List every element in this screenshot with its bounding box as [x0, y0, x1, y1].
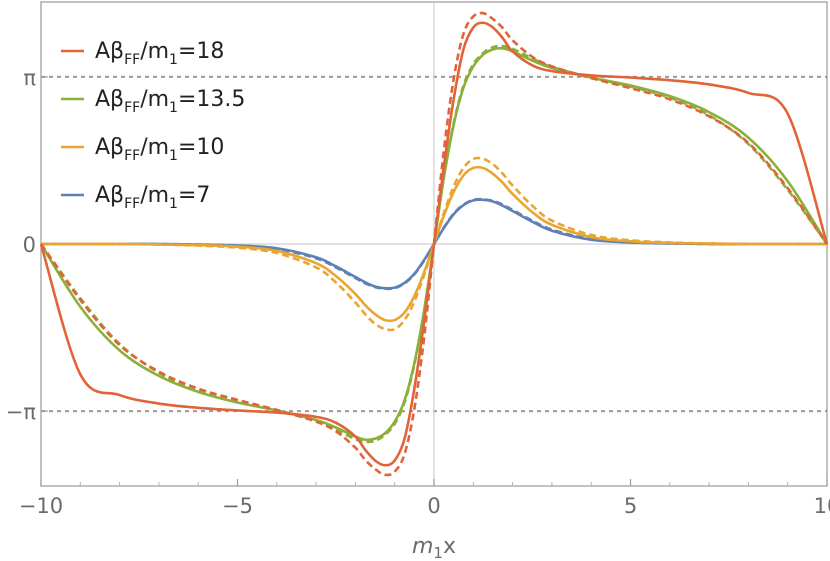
x-axis-title-tail: x: [443, 534, 456, 559]
legend-label-1-name_main: Aβ: [95, 87, 124, 112]
legend-label-3-name_mid: /m: [140, 183, 169, 208]
legend-label-1: AβFF/m1=13.5: [95, 87, 245, 116]
legend-label-0-name_sub: FF: [124, 52, 140, 68]
legend-label-2-name_sub2: 1: [169, 148, 178, 164]
series-0-solid-line: [39, 21, 829, 467]
legend-label-0-name_tail: =18: [178, 39, 224, 64]
x-tick-label-4: 10: [814, 494, 830, 518]
legend-label-2-name_mid: /m: [140, 135, 169, 160]
legend-label-2-name_main: Aβ: [95, 135, 124, 160]
legend-label-3-name_sub2: 1: [169, 196, 178, 212]
legend-label-3-name_tail: =7: [178, 183, 210, 208]
legend-label-0-name_main: Aβ: [95, 39, 124, 64]
x-axis-title: m1x: [412, 534, 456, 561]
legend-label-0-name_sub2: 1: [169, 52, 178, 68]
legend-label-2-name_tail: =10: [178, 135, 224, 160]
legend-label-3-name_main: Aβ: [95, 183, 124, 208]
x-axis-title-sub: 1: [433, 544, 443, 561]
y-tick-label-0: π: [23, 66, 36, 90]
x-tick-label-1: −5: [222, 494, 253, 518]
legend-label-3-name_sub: FF: [124, 196, 140, 212]
legend-label-1-name_mid: /m: [140, 87, 169, 112]
legend-label-1-name_tail: =13.5: [178, 87, 245, 112]
legend-label-3: AβFF/m1=7: [95, 183, 210, 212]
legend-label-1-name_sub: FF: [124, 100, 140, 116]
y-tick-label-2: −π: [6, 400, 37, 424]
legend-label-2: AβFF/m1=10: [95, 135, 224, 164]
legend-label-0: AβFF/m1=18: [95, 39, 224, 68]
y-tick-label-1: 0: [23, 233, 36, 257]
legend-label-0-name_mid: /m: [140, 39, 169, 64]
x-tick-label-0: −10: [19, 494, 63, 518]
legend-label-1-name_sub2: 1: [169, 100, 178, 116]
x-axis-title-main: m: [412, 534, 433, 559]
x-tick-label-3: 5: [624, 494, 637, 518]
x-tick-label-2: 0: [427, 494, 440, 518]
legend-label-2-name_sub: FF: [124, 148, 140, 164]
